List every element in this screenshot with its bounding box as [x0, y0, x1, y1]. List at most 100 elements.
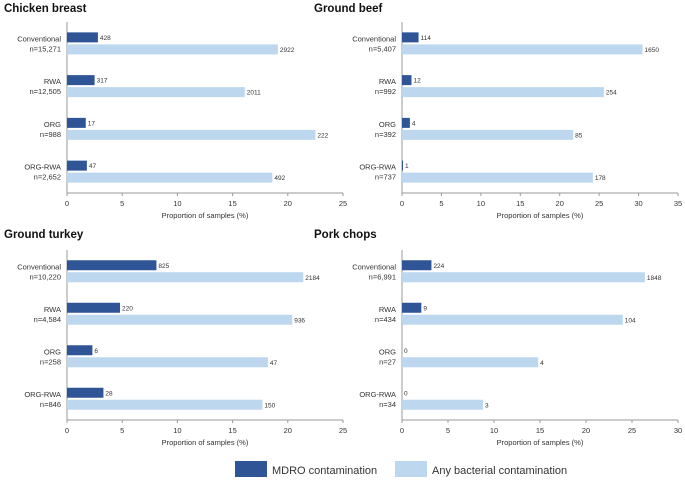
- bar-mdro: [67, 160, 87, 171]
- bar-data-label: 2011: [247, 90, 261, 97]
- bar-any-contamination: [67, 129, 316, 140]
- x-tick-label: 5: [120, 199, 124, 208]
- x-tick-label: 25: [595, 199, 603, 208]
- bar-data-label: 47: [89, 163, 97, 170]
- category-n-label: n=2,652: [34, 173, 61, 182]
- category-label: ORG: [44, 120, 61, 129]
- category-n-label: n=34: [379, 400, 396, 409]
- category-n-label: n=5,407: [369, 44, 396, 53]
- bar-data-label: 0: [404, 348, 408, 355]
- bar-data-label: 224: [433, 263, 444, 270]
- x-axis-label: Proportion of samples (%): [162, 211, 249, 220]
- category-n-label: n=737: [375, 173, 396, 182]
- bar-any-contamination: [67, 399, 263, 410]
- category-label: ORG-RWA: [24, 163, 61, 172]
- x-tick-label: 15: [228, 199, 236, 208]
- chart-title: Ground beef: [314, 3, 383, 15]
- category-label: Conventional: [352, 262, 396, 271]
- category-label: RWA: [379, 77, 396, 86]
- x-tick-label: 10: [490, 426, 498, 435]
- x-tick-label: 5: [439, 199, 443, 208]
- bar-mdro: [67, 302, 120, 313]
- bar-any-contamination: [67, 357, 268, 368]
- bar-data-label: 6: [94, 348, 98, 355]
- bar-data-label: 1: [405, 163, 409, 170]
- bar-mdro: [402, 32, 419, 43]
- bar-data-label: 222: [317, 132, 328, 139]
- category-n-label: n=846: [40, 400, 61, 409]
- category-label: RWA: [44, 77, 61, 86]
- x-tick-label: 20: [284, 199, 292, 208]
- x-tick-label: 30: [634, 199, 642, 208]
- bar-data-label: 17: [88, 120, 96, 127]
- bar-any-contamination: [402, 172, 593, 183]
- bar-any-contamination: [402, 272, 645, 283]
- bar-data-label: 0: [404, 390, 408, 397]
- bar-data-label: 428: [100, 35, 111, 42]
- bar-mdro: [402, 160, 403, 171]
- chart-title: Chicken breast: [4, 3, 87, 15]
- category-n-label: n=10,220: [30, 272, 62, 281]
- category-n-label: n=27: [379, 357, 396, 366]
- bar-data-label: 47: [270, 360, 278, 367]
- legend-label-mdro: MDRO contamination: [272, 465, 377, 477]
- x-tick-label: 0: [400, 199, 404, 208]
- bar-data-label: 3: [485, 402, 489, 409]
- x-axis-label: Proportion of samples (%): [497, 211, 584, 220]
- x-tick-label: 15: [536, 426, 544, 435]
- bar-mdro: [67, 260, 157, 271]
- category-label: ORG-RWA: [359, 390, 396, 399]
- x-tick-label: 10: [477, 199, 485, 208]
- category-n-label: n=12,505: [30, 87, 62, 96]
- bar-data-label: 104: [625, 317, 636, 324]
- category-label: Conventional: [17, 34, 61, 43]
- bar-data-label: 1848: [647, 275, 662, 282]
- chart-title: Ground turkey: [4, 229, 84, 241]
- category-label: RWA: [379, 305, 396, 314]
- bar-mdro: [67, 387, 104, 398]
- x-tick-label: 20: [582, 426, 590, 435]
- category-label: ORG: [44, 347, 61, 356]
- bar-data-label: 2922: [280, 47, 295, 54]
- bar-data-label: 936: [294, 317, 305, 324]
- category-n-label: n=6,991: [369, 272, 396, 281]
- bar-data-label: 178: [595, 175, 606, 182]
- category-n-label: n=4,584: [34, 315, 61, 324]
- x-axis-label: Proportion of samples (%): [497, 438, 584, 447]
- bar-data-label: 254: [606, 90, 617, 97]
- x-tick-label: 30: [674, 426, 682, 435]
- bar-data-label: 1650: [645, 47, 660, 54]
- bar-data-label: 492: [274, 175, 285, 182]
- bar-any-contamination: [67, 272, 304, 283]
- category-label: ORG: [379, 120, 396, 129]
- bar-mdro: [67, 117, 86, 128]
- legend-label-any: Any bacterial contamination: [432, 465, 567, 477]
- category-n-label: n=988: [40, 130, 61, 139]
- bar-data-label: 85: [575, 132, 583, 139]
- bar-mdro: [402, 117, 410, 128]
- x-tick-label: 25: [339, 199, 347, 208]
- bar-data-label: 220: [122, 305, 133, 312]
- legend: MDRO contamination Any bacterial contami…: [0, 460, 685, 480]
- bar-data-label: 12: [413, 78, 421, 85]
- x-tick-label: 0: [65, 426, 69, 435]
- bar-data-label: 150: [264, 402, 275, 409]
- x-tick-label: 10: [173, 199, 181, 208]
- bar-data-label: 114: [421, 35, 432, 42]
- x-tick-label: 15: [228, 426, 236, 435]
- legend-swatch-any: [395, 461, 427, 477]
- bar-any-contamination: [402, 129, 574, 140]
- bar-any-contamination: [67, 172, 273, 183]
- category-n-label: n=992: [375, 87, 396, 96]
- category-label: ORG-RWA: [24, 390, 61, 399]
- bar-mdro: [67, 32, 98, 43]
- bar-any-contamination: [67, 44, 278, 55]
- chart-panel-2: Ground beef 0 5 10 15 20 25 30 35 Proportion of s…: [314, 3, 682, 220]
- bar-any-contamination: [402, 399, 483, 410]
- category-label: ORG: [379, 347, 396, 356]
- bar-data-label: 28: [105, 390, 113, 397]
- bar-data-label: 825: [158, 263, 169, 270]
- legend-swatch-mdro: [235, 461, 267, 477]
- bar-any-contamination: [402, 357, 539, 368]
